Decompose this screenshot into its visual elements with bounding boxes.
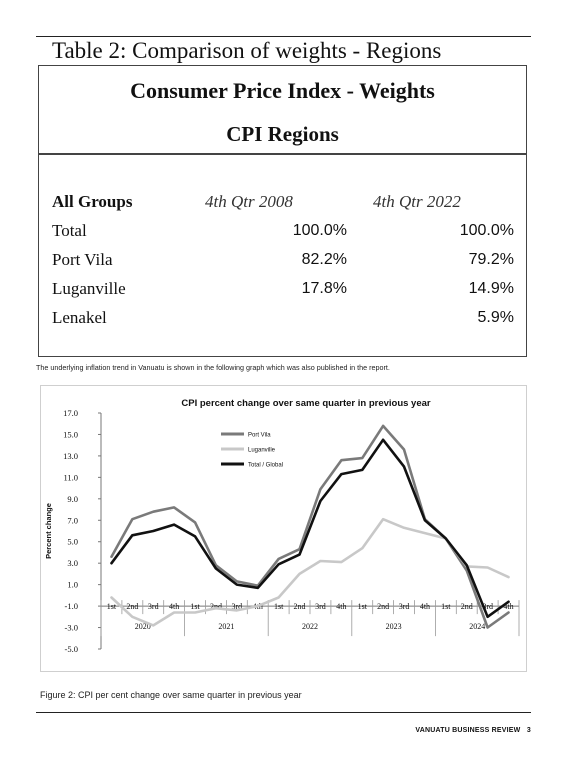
year-label: 2020 (135, 622, 151, 631)
y-tick-label: 5.0 (67, 537, 78, 547)
col-header-2008: 4th Qtr 2008 (205, 192, 293, 211)
series-line-luganville (110, 517, 510, 627)
legend-label: Port Vila (248, 433, 271, 439)
legend-label: Luganville (248, 448, 276, 454)
row-value-2022: 5.9% (477, 309, 514, 326)
y-tick-label: 9.0 (67, 494, 78, 504)
publication-name: VANUATU BUSINESS REVIEW (415, 727, 521, 734)
x-tick-label: 3rd (482, 602, 493, 611)
legend-label: Total / Global (248, 463, 283, 469)
y-tick-label: -1.0 (65, 601, 78, 611)
year-label: 2021 (218, 622, 234, 631)
col-header-label: All Groups (52, 192, 133, 211)
table-subheading: CPI Regions (226, 122, 339, 146)
x-tick-label: 2nd (294, 602, 306, 611)
row-value-2008: 17.8% (301, 280, 347, 297)
x-tick-label: 1st (274, 602, 284, 611)
intro-paragraph: The underlying inflation trend in Vanuat… (36, 363, 390, 372)
x-tick-label: 2nd (377, 602, 389, 611)
row-value-2008: 82.2% (301, 251, 347, 268)
x-tick-label: 1st (107, 602, 117, 611)
x-tick-label: 4th (503, 602, 513, 611)
x-tick-label: 1st (190, 602, 200, 611)
y-tick-label: 15.0 (63, 429, 78, 439)
table-box (38, 65, 527, 357)
y-tick-label: 1.0 (67, 580, 78, 590)
year-label: 2023 (386, 622, 402, 631)
y-tick-label: 7.0 (67, 515, 78, 525)
y-tick-label: 13.0 (63, 451, 78, 461)
x-tick-label: 2nd (126, 602, 138, 611)
x-tick-label: 4th (169, 602, 179, 611)
x-tick-label: 3rd (232, 602, 243, 611)
y-tick-label: -3.0 (65, 623, 78, 633)
x-tick-label: 1st (441, 602, 451, 611)
y-tick-label: -5.0 (65, 644, 78, 654)
row-label: Lenakel (52, 308, 107, 327)
row-label: Total (52, 221, 87, 240)
table-divider (38, 153, 527, 155)
chart-title: CPI percent change over same quarter in … (181, 398, 431, 409)
x-tick-label: 2nd (461, 602, 473, 611)
row-label: Port Vila (52, 250, 113, 269)
row-value-2022: 14.9% (468, 280, 514, 297)
x-tick-label: 4th (420, 602, 430, 611)
x-tick-label: 3rd (399, 602, 410, 611)
row-value-2008: 100.0% (292, 222, 347, 239)
page-number: 3 (526, 727, 531, 734)
row-value-2022: 79.2% (468, 251, 514, 268)
x-tick-label: 2nd (210, 602, 222, 611)
figure-caption: Figure 2: CPI per cent change over same … (40, 690, 302, 700)
y-axis-label: Percent change (44, 503, 53, 559)
y-tick-label: 3.0 (67, 558, 78, 568)
x-tick-label: 3rd (315, 602, 326, 611)
footer-rule (36, 712, 531, 713)
x-tick-label: 4th (336, 602, 346, 611)
table-heading: Consumer Price Index - Weights (130, 78, 435, 103)
y-tick-label: 17.0 (63, 408, 78, 418)
year-label: 2022 (302, 622, 318, 631)
col-header-2022: 4th Qtr 2022 (373, 192, 461, 211)
series-line-total-global (110, 438, 510, 619)
table-title: Table 2: Comparison of weights - Regions (52, 38, 442, 63)
y-tick-label: 11.0 (63, 472, 78, 482)
page-footer: VANUATU BUSINESS REVIEW 3 (415, 727, 531, 734)
cpi-line-chart: CPI percent change over same quarter in … (44, 398, 520, 654)
row-value-2022: 100.0% (459, 222, 514, 239)
top-rule (36, 36, 531, 37)
year-label: 2024 (469, 622, 485, 631)
row-label: Luganville (52, 279, 126, 298)
chart-frame: CPI percent change over same quarter in … (40, 385, 527, 672)
x-tick-label: 3rd (148, 602, 159, 611)
x-tick-label: 1st (358, 602, 368, 611)
